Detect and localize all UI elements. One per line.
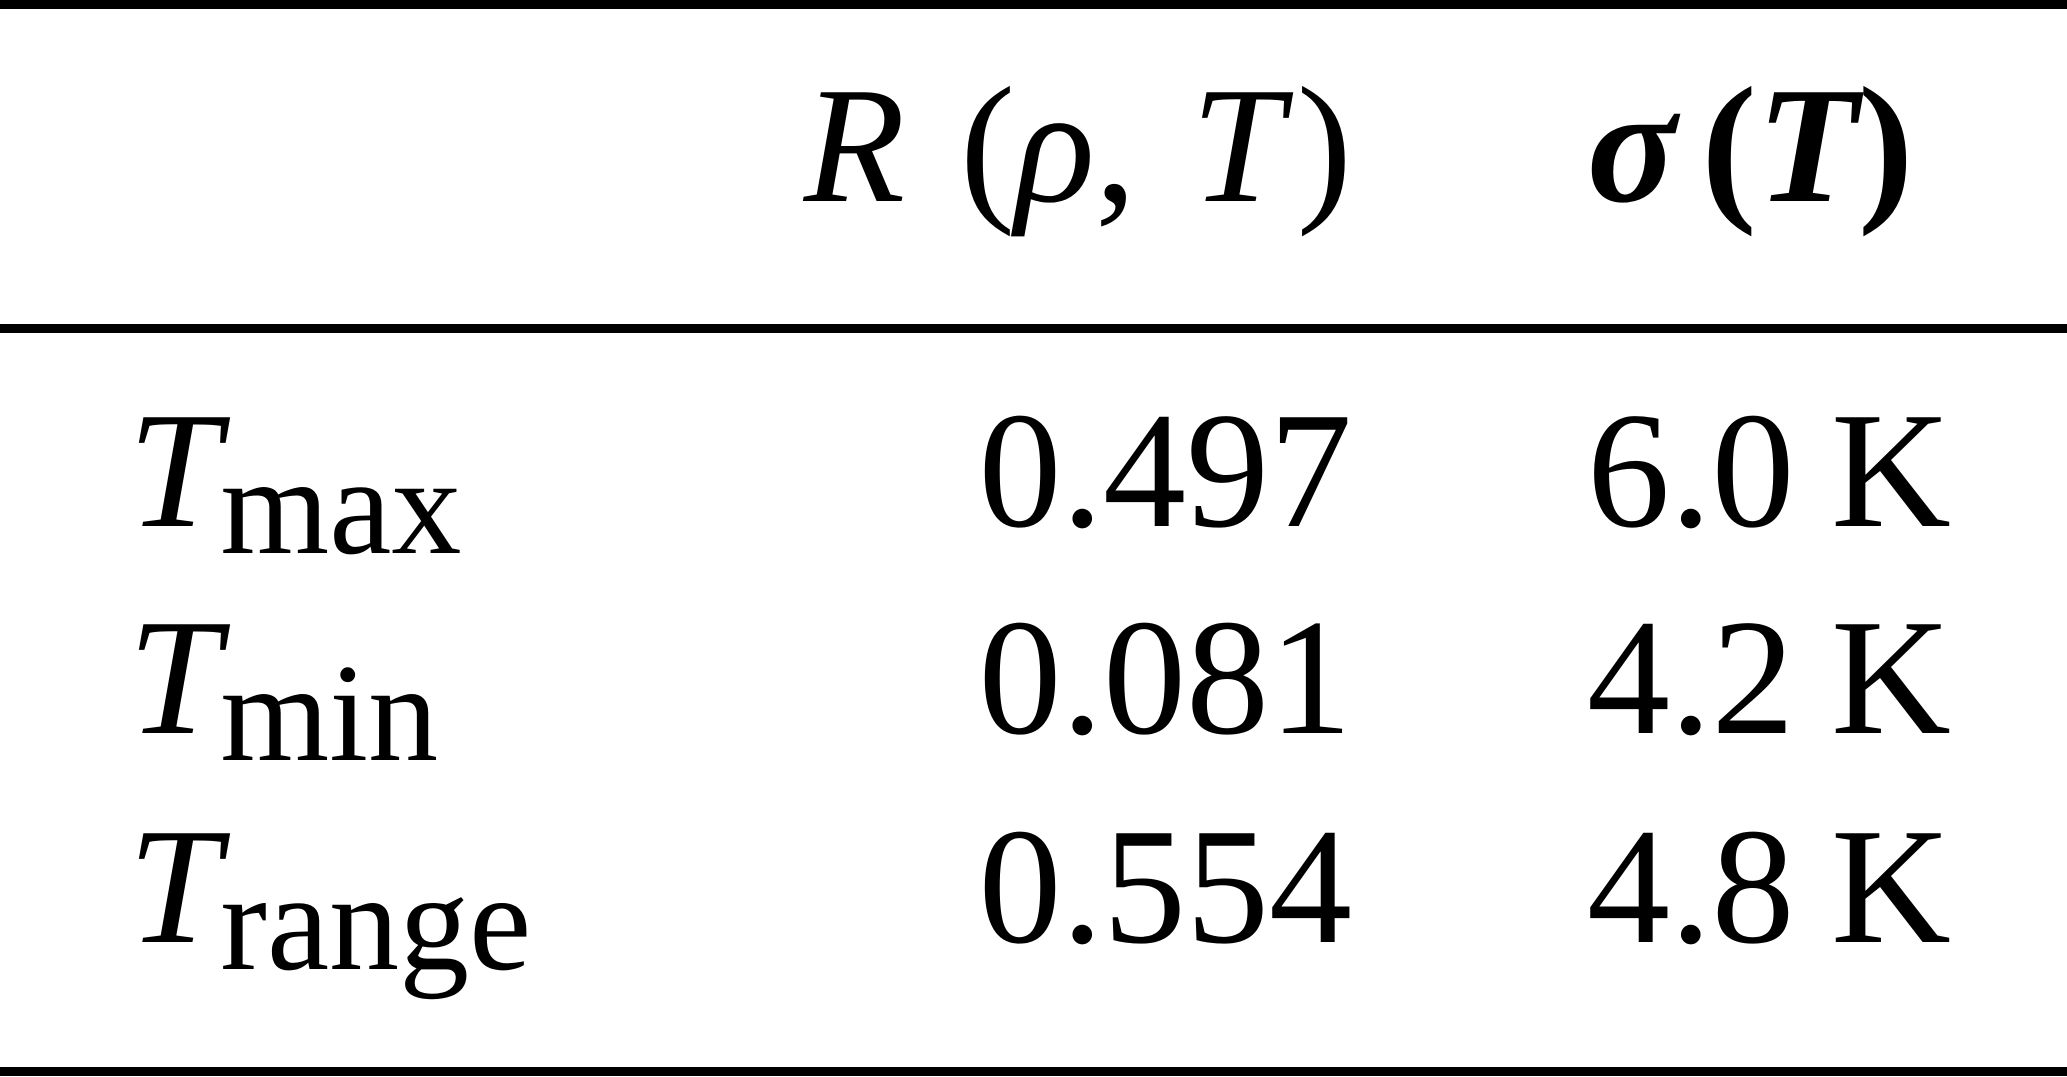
row-label-tmin: Tmin <box>128 594 438 784</box>
header-r-open-paren: ( <box>959 53 1016 237</box>
table-top-rule <box>0 0 2067 9</box>
header-sigma-close-paren: ) <box>1858 53 1914 237</box>
header-sigma-symbol: σ <box>1587 53 1677 237</box>
tmax-subscript: max <box>220 429 462 584</box>
value-sigma-tmin: 4.2 K <box>1587 594 1951 760</box>
table-mid-rule <box>0 324 2067 333</box>
header-sigma-t-symbol: T <box>1756 53 1859 237</box>
value-sigma-tmax: 6.0 K <box>1587 387 1951 553</box>
sigma-trange-unit: K <box>1831 794 1951 978</box>
sigma-tmax-unit: K <box>1831 378 1951 562</box>
value-r-tmin: 0.081 <box>978 585 1353 769</box>
value-r-tmax: 0.497 <box>978 378 1353 562</box>
trange-subscript: range <box>220 845 532 1000</box>
sigma-tmax-number: 6.0 <box>1587 378 1795 562</box>
tmax-symbol: T <box>128 378 221 562</box>
column-header-r-rho-t: R (ρ, T) <box>804 62 1352 228</box>
tmin-subscript: min <box>220 636 439 791</box>
header-r-t-symbol: T <box>1191 53 1284 237</box>
header-r-close-paren: ) <box>1296 53 1352 237</box>
header-rho-symbol: ρ <box>1015 53 1095 237</box>
table-bottom-rule <box>0 1067 2067 1076</box>
row-label-tmax: Tmax <box>128 387 461 577</box>
sigma-tmin-unit: K <box>1831 585 1951 769</box>
column-header-sigma-t: σ (T) <box>1587 62 1913 228</box>
value-r-trange: 0.554 <box>978 794 1353 978</box>
tmin-symbol: T <box>128 585 221 769</box>
row-label-trange: Trange <box>128 803 531 993</box>
header-sigma-open-paren: ( <box>1701 53 1757 237</box>
header-r-symbol: R <box>803 53 906 237</box>
sigma-tmin-number: 4.2 <box>1587 585 1795 769</box>
trange-symbol: T <box>128 794 221 978</box>
header-r-comma: , <box>1094 53 1137 237</box>
sigma-trange-number: 4.8 <box>1587 794 1795 978</box>
value-sigma-trange: 4.8 K <box>1587 803 1951 969</box>
